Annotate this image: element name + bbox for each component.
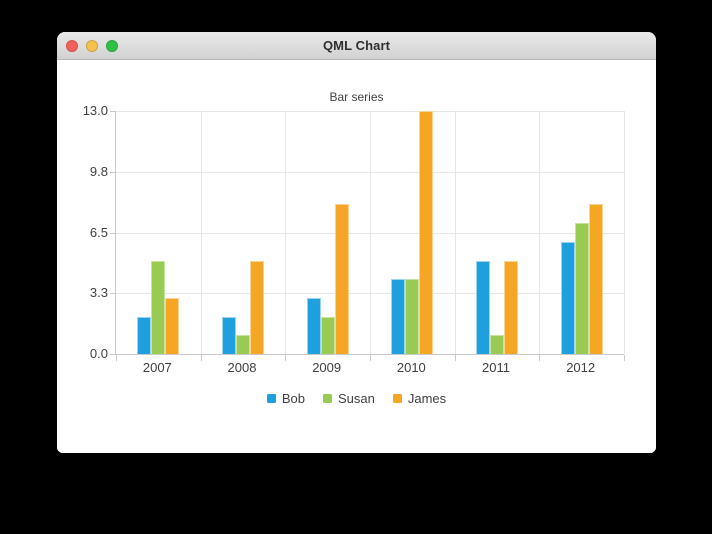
- bar-bob-2011: [475, 260, 490, 354]
- bar-bob-2008: [221, 316, 236, 354]
- legend-marker-bob: [266, 394, 276, 403]
- window-titlebar[interactable]: QML Chart: [57, 32, 656, 60]
- axis-tick: [110, 172, 115, 173]
- bar-susan-2011: [489, 335, 505, 354]
- y-axis-tick-label: 3.3: [89, 285, 108, 300]
- legend-item-james[interactable]: James: [392, 391, 447, 406]
- bar-james-2007: [165, 297, 180, 354]
- minimize-button[interactable]: [86, 39, 98, 52]
- app-window: QML Chart Bar series 13.0 9.8 6.5 3.3 0.0 20…: [57, 32, 656, 453]
- bar-susan-2007: [151, 260, 166, 354]
- window-title: QML Chart: [322, 38, 391, 53]
- chart-title: Bar series: [329, 90, 384, 104]
- bar-james-2008: [250, 260, 265, 354]
- legend-marker-susan: [322, 394, 332, 403]
- gridline: [455, 111, 456, 354]
- legend-item-susan[interactable]: Susan: [322, 391, 375, 406]
- gridline: [624, 111, 625, 354]
- x-axis-category-label: 2008: [227, 360, 257, 375]
- legend: Bob Susan James: [57, 391, 656, 406]
- axis-tick: [110, 293, 115, 294]
- x-axis-category-label: 2007: [142, 360, 172, 375]
- gridline: [539, 111, 540, 354]
- bar-james-2011: [504, 260, 519, 354]
- bar-james-2009: [334, 204, 349, 354]
- axis-tick: [116, 355, 117, 361]
- y-axis-tick-label: 0.0: [89, 346, 108, 361]
- legend-item-bob[interactable]: Bob: [266, 391, 305, 406]
- chart-view: Bar series 13.0 9.8 6.5 3.3 0.0 2007 2008 2009…: [57, 60, 656, 453]
- x-axis-category-label: 2010: [396, 360, 426, 375]
- y-axis-tick-label: 13.0: [82, 103, 108, 118]
- axis-tick: [110, 111, 115, 112]
- bar-bob-2010: [391, 279, 406, 354]
- axis-tick: [370, 355, 371, 361]
- plot-area: [110, 111, 625, 361]
- axis-tick: [624, 355, 625, 361]
- x-axis-category-label: 2012: [566, 360, 596, 375]
- bar-james-2010: [419, 111, 434, 354]
- axis-tick: [455, 355, 456, 361]
- axis-tick: [539, 355, 540, 361]
- x-axis-category-label: 2011: [482, 360, 510, 375]
- x-axis-category-label: 2009: [312, 360, 342, 375]
- axis-tick: [201, 355, 202, 361]
- y-axis-tick-label: 6.5: [89, 225, 108, 240]
- bar-susan-2009: [320, 316, 335, 354]
- bar-susan-2010: [405, 279, 420, 354]
- bar-bob-2009: [306, 297, 321, 354]
- gridline: [370, 111, 371, 354]
- bar-bob-2007: [137, 316, 152, 354]
- gridline: [201, 111, 202, 354]
- close-button[interactable]: [66, 39, 78, 52]
- bar-james-2012: [588, 204, 603, 354]
- y-axis-tick-label: 9.8: [89, 164, 108, 179]
- axis-tick: [110, 233, 115, 234]
- legend-marker-james: [392, 394, 402, 403]
- gridline: [285, 111, 286, 354]
- axis-tick: [285, 355, 286, 361]
- legend-label: James: [407, 391, 447, 406]
- axis-tick: [110, 354, 115, 355]
- bar-bob-2012: [560, 241, 575, 354]
- traffic-lights: [66, 39, 118, 52]
- bar-susan-2012: [574, 223, 589, 354]
- zoom-button[interactable]: [106, 39, 118, 52]
- legend-label: Bob: [281, 391, 305, 406]
- legend-label: Susan: [337, 391, 375, 406]
- bar-susan-2008: [235, 335, 251, 354]
